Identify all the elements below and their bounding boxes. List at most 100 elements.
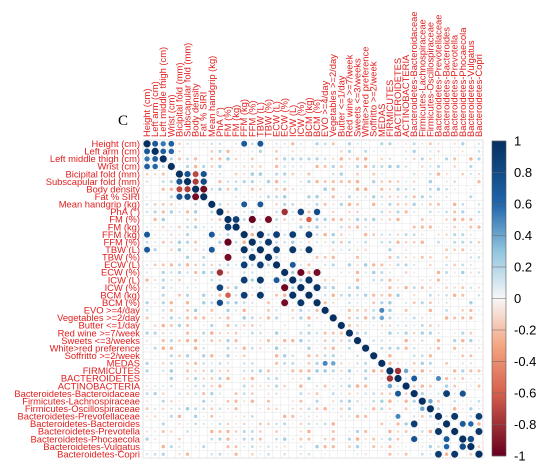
correlation-cell xyxy=(154,362,157,365)
correlation-cell xyxy=(421,316,424,320)
correlation-cell xyxy=(323,339,327,343)
correlation-cell xyxy=(259,339,262,342)
correlation-cell xyxy=(395,413,401,419)
correlation-cell xyxy=(461,377,465,380)
correlation-cell xyxy=(250,399,255,403)
row-label: MEDAS xyxy=(107,358,140,369)
correlation-cell xyxy=(192,193,200,201)
correlation-cell xyxy=(412,369,416,373)
correlation-cell xyxy=(275,309,278,312)
correlation-cell xyxy=(202,142,205,145)
correlation-cell xyxy=(283,202,287,206)
correlation-cell xyxy=(250,384,254,388)
correlation-cell xyxy=(161,225,165,229)
correlation-cell xyxy=(372,324,375,327)
correlation-cell xyxy=(339,172,344,176)
correlation-cell xyxy=(469,217,473,222)
correlation-cell xyxy=(282,278,287,282)
correlation-cell xyxy=(250,210,254,214)
correlation-cell xyxy=(200,170,207,178)
correlation-cell xyxy=(152,156,159,162)
correlation-cell xyxy=(331,422,336,426)
row-label: Bacteroidetes-Prevotella xyxy=(38,426,141,437)
correlation-cell xyxy=(420,195,424,199)
correlation-cell xyxy=(161,286,165,290)
correlation-cell xyxy=(364,195,367,199)
correlation-cell xyxy=(210,316,213,320)
correlation-cell xyxy=(200,193,208,201)
correlation-cell xyxy=(210,270,214,275)
correlation-cell xyxy=(258,149,263,154)
correlation-cell xyxy=(453,392,456,395)
correlation-cell xyxy=(299,369,303,373)
correlation-cell xyxy=(259,180,262,183)
correlation-cell xyxy=(388,429,392,434)
correlation-cell xyxy=(445,248,449,252)
correlation-cell xyxy=(332,384,335,388)
colorbar-tick-label: 0 xyxy=(514,291,521,306)
correlation-cell xyxy=(291,400,294,403)
correlation-cell xyxy=(461,270,465,275)
row-label: Firmicutes-Oscillospiraceae xyxy=(25,403,140,414)
correlation-cell xyxy=(185,316,190,320)
correlation-cell xyxy=(412,286,416,290)
correlation-cell xyxy=(178,437,181,441)
correlation-cell xyxy=(388,202,392,206)
correlation-cell xyxy=(380,271,384,274)
correlation-cell xyxy=(250,452,254,456)
column-label: Mean handgrip (kg) xyxy=(206,56,217,137)
correlation-cell xyxy=(388,300,392,305)
correlation-cell xyxy=(283,452,286,456)
correlation-cell xyxy=(153,452,157,456)
correlation-cell xyxy=(388,452,392,456)
correlation-cell xyxy=(363,164,368,169)
correlation-cell xyxy=(412,149,416,154)
correlation-cell xyxy=(299,445,303,448)
correlation-cell xyxy=(218,263,222,267)
correlation-cell xyxy=(331,255,335,260)
correlation-cell xyxy=(437,195,440,198)
correlation-cell xyxy=(459,420,466,427)
correlation-cell xyxy=(210,187,214,191)
correlation-cell xyxy=(355,384,360,388)
correlation-cell xyxy=(291,218,294,221)
correlation-cell xyxy=(429,157,432,161)
correlation-cell xyxy=(363,414,368,418)
correlation-cell xyxy=(144,156,150,162)
correlation-cell xyxy=(153,415,157,418)
correlation-cell xyxy=(170,278,173,282)
column-label: TBW (%) xyxy=(262,99,273,137)
correlation-cell xyxy=(461,217,465,222)
correlation-cell xyxy=(218,415,221,418)
correlation-cell xyxy=(251,301,254,304)
correlation-cell xyxy=(299,407,303,411)
correlation-cell xyxy=(226,308,230,313)
correlation-cell xyxy=(169,210,174,214)
correlation-cell xyxy=(445,187,448,191)
correlation-cell xyxy=(154,226,157,229)
correlation-cell xyxy=(161,301,165,305)
correlation-cell xyxy=(242,240,246,245)
correlation-cell xyxy=(461,293,465,297)
correlation-cell xyxy=(461,347,464,350)
correlation-cell xyxy=(242,255,246,259)
correlation-cell xyxy=(299,415,302,418)
correlation-cell xyxy=(193,316,198,320)
correlation-cell xyxy=(396,187,400,191)
correlation-cell xyxy=(315,241,319,244)
colorbar-tick-label: 0.6 xyxy=(514,197,532,212)
correlation-cell xyxy=(396,400,400,403)
correlation-cell xyxy=(436,172,441,176)
correlation-cell xyxy=(176,178,183,185)
correlation-cell xyxy=(153,210,157,214)
column-label: Body density xyxy=(190,83,201,137)
column-label: BCM (%) xyxy=(311,99,322,137)
correlation-cell xyxy=(396,316,400,319)
correlation-cell xyxy=(184,186,191,193)
correlation-cell xyxy=(477,172,481,176)
correlation-cell xyxy=(235,438,238,441)
correlation-cell xyxy=(372,226,375,229)
correlation-cell xyxy=(210,301,214,305)
correlation-cell xyxy=(428,142,432,146)
correlation-cell xyxy=(267,332,270,334)
